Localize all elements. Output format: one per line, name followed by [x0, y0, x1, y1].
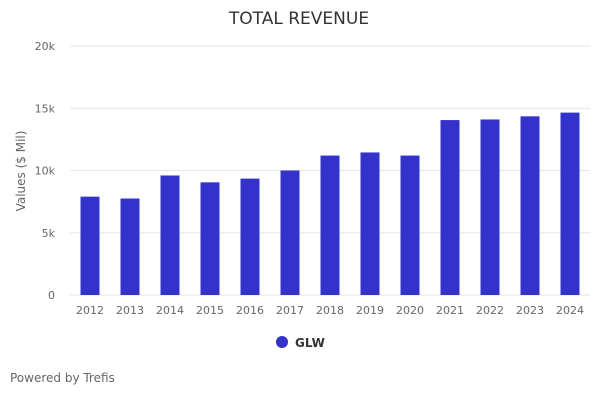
x-tick-label-2024: 2024: [556, 304, 584, 317]
bar-2023[interactable]: [520, 116, 540, 295]
y-tick-label-4: 20k: [35, 40, 56, 53]
bar-2020[interactable]: [400, 155, 420, 295]
legend[interactable]: GLW: [276, 336, 325, 350]
x-tick-label-2017: 2017: [276, 304, 304, 317]
y-tick-label-2: 10k: [35, 165, 56, 178]
x-tick-label-2020: 2020: [396, 304, 424, 317]
y-tick-label-1: 5k: [42, 227, 56, 240]
bar-2013[interactable]: [120, 198, 140, 295]
y-tick-label-3: 15k: [35, 102, 56, 115]
bar-2022[interactable]: [480, 119, 500, 295]
bar-2024[interactable]: [560, 112, 580, 295]
x-tick-label-2015: 2015: [196, 304, 224, 317]
bars: [80, 112, 580, 296]
y-axis-ticks: 0 5k 10k 15k 20k: [35, 40, 56, 302]
x-tick-label-2022: 2022: [476, 304, 504, 317]
bar-2012[interactable]: [80, 196, 100, 295]
y-axis-label: Values ($ Mil): [14, 131, 28, 212]
powered-by-credit[interactable]: Powered by Trefis: [10, 371, 115, 385]
bar-2019[interactable]: [360, 152, 380, 295]
bar-2018[interactable]: [320, 155, 340, 295]
x-tick-label-2019: 2019: [356, 304, 384, 317]
legend-label-glw[interactable]: GLW: [295, 336, 325, 350]
x-tick-label-2016: 2016: [236, 304, 264, 317]
chart-title: TOTAL REVENUE: [228, 9, 369, 29]
legend-marker-glw[interactable]: [276, 336, 288, 348]
bar-2021[interactable]: [440, 120, 460, 295]
x-tick-label-2012: 2012: [76, 304, 104, 317]
y-tick-label-0: 0: [48, 289, 55, 302]
x-tick-label-2021: 2021: [436, 304, 464, 317]
x-tick-label-2014: 2014: [156, 304, 184, 317]
x-tick-label-2023: 2023: [516, 304, 544, 317]
bar-2016[interactable]: [240, 178, 260, 295]
x-tick-label-2018: 2018: [316, 304, 344, 317]
x-axis-ticks: 2012 2013 2014 2015 2016 2017 2018 2019 2020 2021…: [76, 304, 584, 317]
bar-2017[interactable]: [280, 170, 300, 296]
x-tick-label-2013: 2013: [116, 304, 144, 317]
bar-2015[interactable]: [200, 182, 220, 295]
bar-2014[interactable]: [160, 175, 180, 295]
